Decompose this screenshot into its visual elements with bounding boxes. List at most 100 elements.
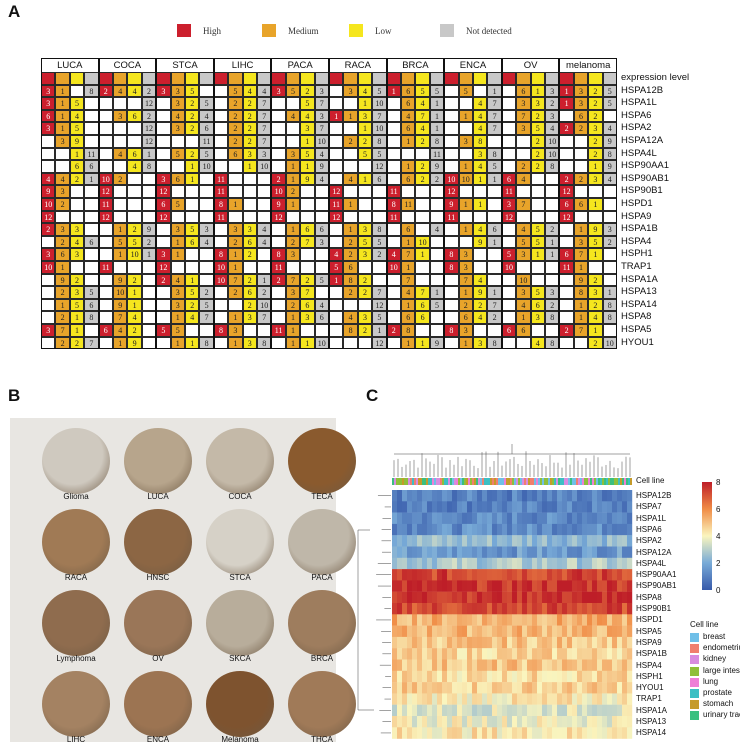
table-cell: 12 xyxy=(501,210,517,224)
heatmap-cell xyxy=(617,659,623,671)
heatmap-cell xyxy=(477,625,483,638)
table-cell: 6 xyxy=(573,109,589,123)
heatmap-cell xyxy=(472,648,478,660)
heatmap-cell xyxy=(472,614,478,626)
table-cell: 10 xyxy=(314,336,329,350)
table-cell xyxy=(257,172,272,186)
heatmap-cell xyxy=(497,716,503,728)
heatmap-cell xyxy=(457,512,463,525)
table-cell xyxy=(242,185,257,198)
heatmap-cell xyxy=(627,614,633,626)
table-cell: 12 xyxy=(329,210,344,224)
table-cell: 6 xyxy=(401,97,416,110)
table-cell: 6 xyxy=(185,235,200,249)
table-cell: 5 xyxy=(285,84,301,98)
heatmap-cell xyxy=(502,569,508,581)
table-cell xyxy=(141,261,157,274)
table-cell: 12 xyxy=(559,185,574,198)
heatmap-cell xyxy=(392,546,398,558)
table-cell xyxy=(213,286,229,299)
table-cell: 1 xyxy=(401,336,416,350)
heatmap-cell xyxy=(612,682,618,694)
heatmap-gene-label-hspa6: HSPA6 xyxy=(636,524,662,534)
heatmap-cell xyxy=(457,614,463,626)
heatmap-cell xyxy=(532,501,538,513)
heatmap-cell xyxy=(582,727,588,739)
table-cell: 11 xyxy=(84,147,99,161)
table-cell: 9 xyxy=(127,336,142,350)
cell-line-legend-label: stomach xyxy=(703,699,734,709)
heatmap-cell xyxy=(457,636,463,649)
heatmap-cell xyxy=(407,693,413,705)
heatmap-cell xyxy=(467,569,473,581)
heatmap-cell xyxy=(557,557,563,570)
table-cell: 1 xyxy=(401,261,416,274)
table-cell xyxy=(84,210,99,224)
table-cell: 4 xyxy=(401,286,416,299)
table-cell: 3 xyxy=(242,336,257,350)
heatmap-cell xyxy=(452,580,458,592)
heatmap-cell xyxy=(522,704,528,717)
table-cell: 6 xyxy=(573,198,589,211)
heatmap-cell xyxy=(587,523,593,536)
heatmap-cell xyxy=(582,670,588,683)
heatmap-cell xyxy=(457,603,463,615)
heatmap-cell xyxy=(512,614,518,626)
heatmap-cell xyxy=(392,693,398,705)
heatmap-cell xyxy=(617,591,623,604)
cell-line-legend-swatch xyxy=(690,666,699,676)
table-cell: 8 xyxy=(545,336,560,350)
heatmap-cell xyxy=(497,727,503,739)
heatmap-cell xyxy=(477,670,483,683)
table-cell: 6 xyxy=(401,84,416,98)
table-cell: 2 xyxy=(228,135,243,148)
tissue-core-paca xyxy=(288,509,356,575)
expression-key-cell xyxy=(141,72,157,85)
heatmap-cell xyxy=(447,546,453,558)
table-cell: 5 xyxy=(127,235,142,249)
heatmap-cell xyxy=(607,569,613,581)
heatmap-gene-label-hspa14: HSPA14 xyxy=(636,728,667,738)
heatmap-cell xyxy=(607,704,613,717)
gene-label-hspa1a: HSPA1A xyxy=(621,273,658,285)
cell-line-bar-segment xyxy=(558,478,560,485)
heatmap-cell xyxy=(417,569,423,581)
table-cell: 11 xyxy=(98,261,113,274)
table-cell: 2 xyxy=(429,172,445,186)
cell-line-bar-segment xyxy=(550,478,552,485)
table-cell xyxy=(285,261,301,274)
table-cell: 2 xyxy=(588,84,603,98)
heatmap-cell xyxy=(622,591,628,604)
cell-line-legend-label: breast xyxy=(703,632,726,641)
cell-line-bar-segment xyxy=(582,478,584,485)
heatmap-cell xyxy=(627,569,633,581)
heatmap-cell xyxy=(567,546,573,558)
expression-key-cell xyxy=(285,72,301,85)
cell-line-bar-segment xyxy=(600,478,602,485)
heatmap-cell xyxy=(562,682,568,694)
heatmap-cell xyxy=(432,546,438,558)
heatmap-cell xyxy=(487,569,493,581)
table-cell: 4 xyxy=(343,311,358,324)
heatmap-cell xyxy=(562,546,568,558)
heatmap-cell xyxy=(412,693,418,705)
heatmap-cell xyxy=(582,693,588,705)
heatmap-cell xyxy=(622,512,628,525)
heatmap-cell xyxy=(547,693,553,705)
heatmap-cell xyxy=(412,614,418,626)
heatmap-cell xyxy=(577,648,583,660)
table-cell xyxy=(372,273,387,287)
cell-line-bar-segment xyxy=(610,478,612,485)
heatmap-cell xyxy=(482,512,488,525)
heatmap-cell xyxy=(517,490,523,502)
table-cell: 2 xyxy=(242,248,257,261)
heatmap-cell xyxy=(452,603,458,615)
heatmap-cell xyxy=(507,512,513,525)
table-cell: 2 xyxy=(530,109,545,123)
heatmap-cell xyxy=(452,569,458,581)
table-cell: 6 xyxy=(487,223,502,236)
table-cell xyxy=(113,198,128,211)
tissue-core-label: TECA xyxy=(311,492,333,501)
table-cell xyxy=(516,147,531,161)
heatmap-cell xyxy=(617,636,623,649)
